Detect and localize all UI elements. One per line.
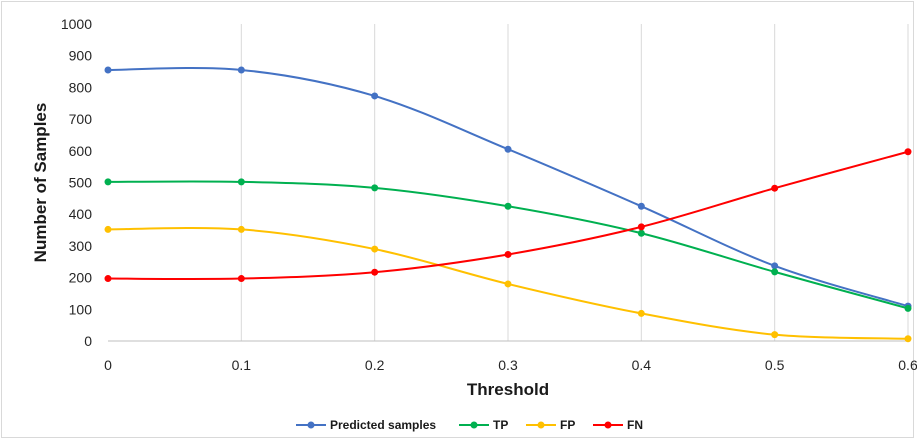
y-tick-label: 500 (69, 175, 93, 191)
data-point-predicted-samples (371, 92, 379, 100)
legend-marker-tp (470, 421, 478, 429)
data-point-fp (771, 331, 779, 339)
data-point-tp (104, 178, 112, 186)
x-tick-label: 0.2 (365, 357, 385, 373)
data-point-tp (771, 268, 779, 276)
legend-label-fn: FN (627, 418, 643, 432)
data-point-tp (637, 229, 645, 237)
legend-marker-fn (604, 421, 612, 429)
grid-lines (240, 24, 909, 341)
data-point-fn (637, 223, 645, 231)
series-predicted-samples (104, 66, 912, 310)
data-point-predicted-samples (637, 202, 645, 210)
data-point-predicted-samples (771, 262, 779, 270)
y-axis-title: Number of Samples (31, 103, 50, 263)
y-tick-label: 700 (69, 111, 93, 127)
legend-item-tp: TP (459, 418, 508, 432)
legend-marker-fp (537, 421, 545, 429)
data-point-fn (504, 250, 512, 258)
data-point-fp (904, 335, 912, 343)
y-axis-tick-labels: 0 100 200 300 400 500 600 700 800 900 1000 (61, 16, 92, 349)
y-tick-label: 300 (69, 238, 93, 254)
data-point-fp (371, 245, 379, 253)
data-point-fn (104, 275, 112, 283)
series-layer (104, 66, 912, 343)
legend-label-tp: TP (493, 418, 508, 432)
y-tick-label: 1000 (61, 16, 92, 32)
y-tick-label: 100 (69, 301, 93, 317)
data-point-fp (237, 225, 245, 233)
y-tick-label: 800 (69, 79, 93, 95)
series-fn (104, 148, 912, 283)
x-tick-label: 0.4 (632, 357, 652, 373)
data-point-fp (637, 309, 645, 317)
y-tick-label: 0 (84, 333, 92, 349)
data-point-predicted-samples (104, 66, 112, 74)
data-point-fn (371, 268, 379, 276)
data-point-tp (371, 184, 379, 192)
data-point-fn (771, 184, 779, 192)
series-tp (104, 178, 912, 312)
x-tick-label: 0 (104, 357, 112, 373)
legend-item-fp: FP (526, 418, 575, 432)
legend-marker-predicted-samples (307, 421, 315, 429)
data-point-fp (104, 225, 112, 233)
data-point-fn (237, 275, 245, 283)
x-axis-tick-labels: 0 0.1 0.2 0.3 0.4 0.5 0.6 (104, 357, 917, 373)
y-tick-label: 600 (69, 143, 93, 159)
legend-label-fp: FP (560, 418, 575, 432)
x-tick-label: 0.5 (765, 357, 785, 373)
series-fp (104, 225, 912, 343)
x-axis-title: Threshold (467, 380, 549, 399)
y-tick-label: 900 (69, 48, 93, 64)
y-tick-label: 200 (69, 270, 93, 286)
data-point-tp (504, 202, 512, 210)
x-tick-label: 0.6 (898, 357, 917, 373)
data-point-tp (904, 304, 912, 312)
data-point-fp (504, 280, 512, 288)
data-point-tp (237, 178, 245, 186)
legend: Predicted samples TP FP FN (296, 418, 643, 432)
legend-item-fn: FN (593, 418, 643, 432)
data-point-fn (904, 148, 912, 156)
x-tick-label: 0.3 (498, 357, 518, 373)
data-point-predicted-samples (237, 66, 245, 74)
x-tick-label: 0.1 (232, 357, 252, 373)
data-point-predicted-samples (504, 145, 512, 153)
y-tick-label: 400 (69, 206, 93, 222)
legend-label-predicted-samples: Predicted samples (330, 418, 436, 432)
legend-item-predicted-samples: Predicted samples (296, 418, 436, 432)
